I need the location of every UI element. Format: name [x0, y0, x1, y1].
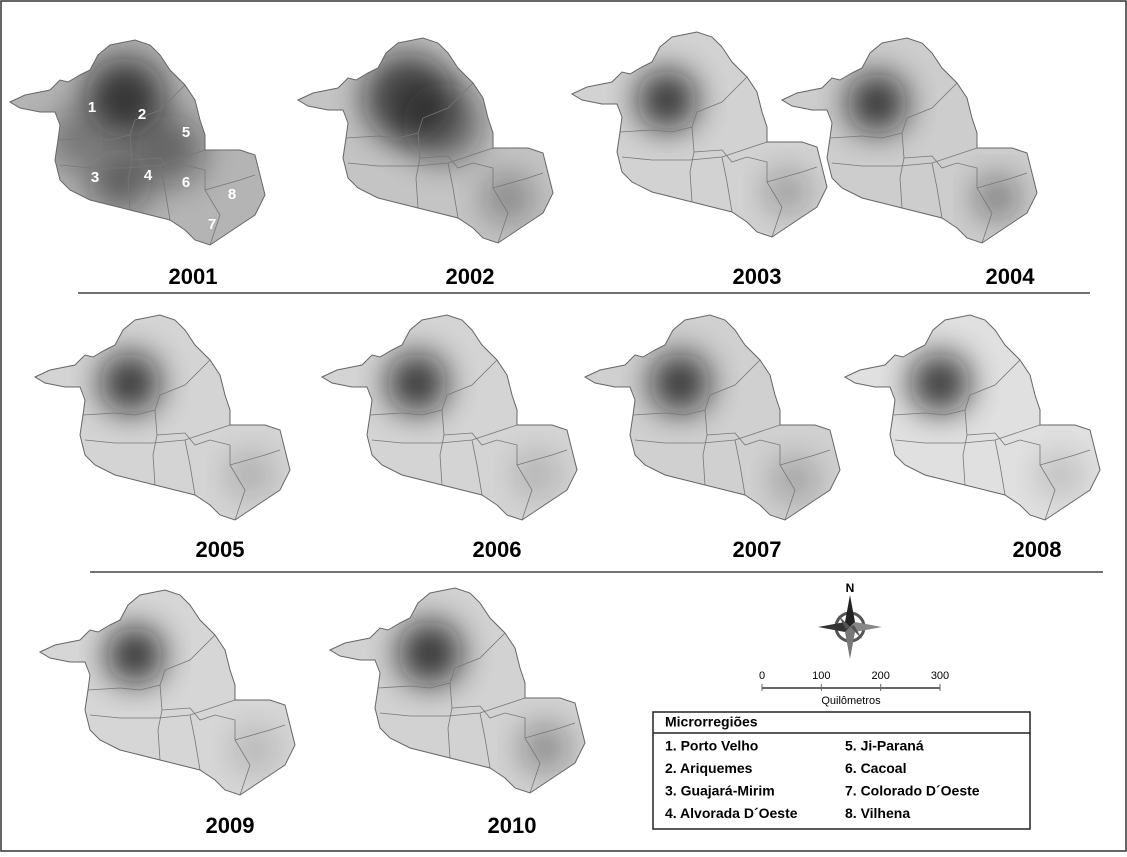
legend-item: 6. Cacoal [845, 760, 906, 776]
scale-tick-label: 300 [931, 670, 949, 682]
hotspot [403, 83, 483, 163]
legend-item: 8. Vilhena [845, 805, 910, 821]
legend-title: Microrregiões [665, 714, 758, 730]
region-number: 7 [208, 216, 216, 233]
hotspot [387, 353, 447, 413]
scale-tick-label: 200 [871, 670, 889, 682]
compass-label: N [846, 581, 855, 595]
hotspot [847, 73, 907, 133]
legend-item: 3. Guajará-Mirim [665, 783, 775, 799]
year-label: 2008 [1013, 537, 1062, 562]
year-label: 2002 [446, 264, 495, 289]
year-label: 2006 [473, 537, 522, 562]
year-label: 2005 [196, 537, 245, 562]
legend-item: 7. Colorado D´Oeste [845, 783, 980, 799]
region-number: 8 [228, 186, 236, 203]
region-number: 2 [138, 106, 146, 123]
legend: Microrregiões 1. Porto Velho 2. Ariquemes… [653, 712, 1030, 829]
hotspot [483, 173, 533, 223]
region-number: 5 [182, 124, 190, 141]
region-number: 1 [88, 99, 96, 116]
scale-tick-label: 100 [812, 670, 830, 682]
hotspot [107, 627, 163, 683]
region-number: 6 [182, 174, 190, 191]
hotspot [637, 70, 697, 130]
region-number: 3 [91, 169, 99, 186]
legend-item: 2. Ariquemes [665, 760, 753, 776]
legend-item: 1. Porto Velho [665, 738, 758, 754]
scale-tick-label: 0 [759, 670, 765, 682]
hotspot [910, 353, 970, 413]
year-label: 2009 [206, 813, 255, 838]
region-number: 4 [144, 167, 153, 184]
year-label: 2010 [488, 813, 537, 838]
year-label: 2004 [986, 264, 1036, 289]
year-label: 2007 [733, 537, 782, 562]
hotspot [650, 353, 710, 413]
hotspot [100, 353, 160, 413]
hotspot [521, 724, 569, 772]
legend-item: 5. Ji-Paraná [845, 738, 924, 754]
hotspot [773, 458, 817, 502]
figure: N 0 100 200 300 Quilômetros Microrregiões 1… [0, 0, 1127, 852]
legend-item: 4. Alvorada D´Oeste [665, 805, 798, 821]
year-label: 2003 [733, 264, 782, 289]
scale-unit: Quilômetros [821, 695, 881, 707]
year-label: 2001 [169, 264, 218, 289]
